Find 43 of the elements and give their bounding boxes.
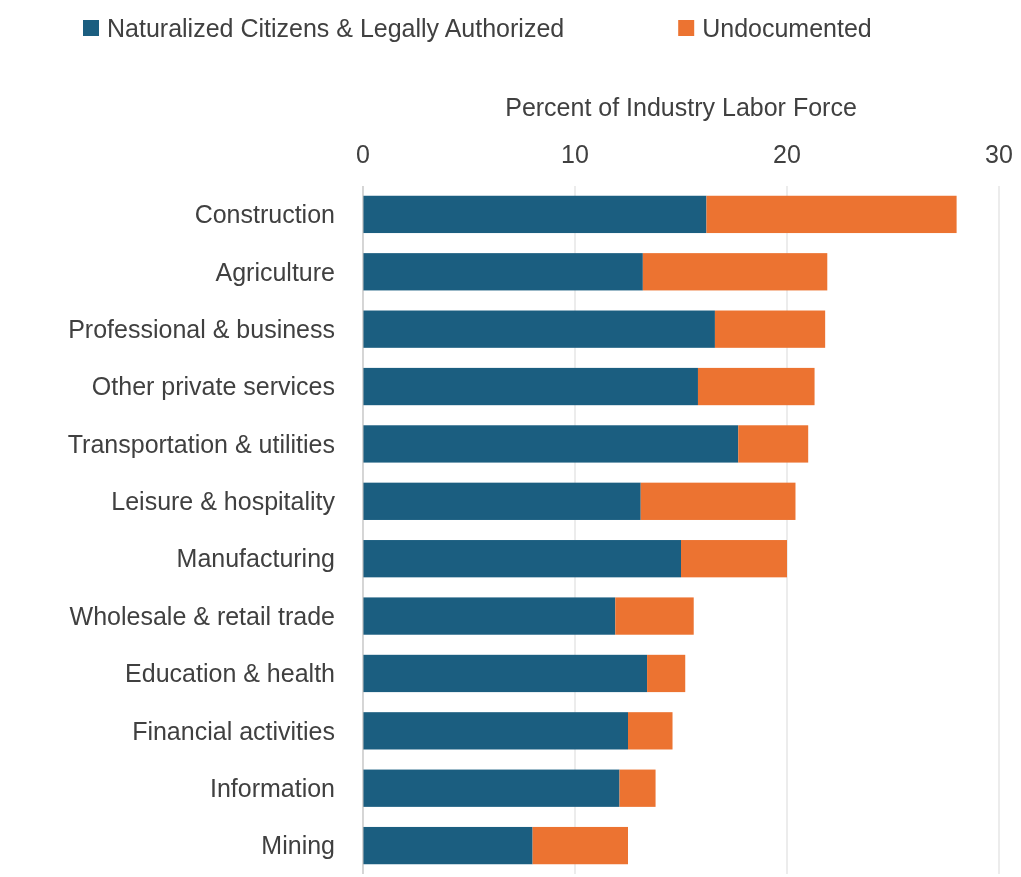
x-tick-label: 20 (773, 140, 801, 168)
x-tick-label: 30 (985, 140, 1013, 168)
y-tick-label: Information (209, 773, 335, 802)
bar (363, 195, 707, 234)
legend-label: Undocumented (702, 13, 872, 42)
y-tick-label: Education & health (125, 659, 335, 688)
x-tick-label: 10 (561, 140, 589, 168)
bar (363, 826, 533, 865)
bar (363, 253, 643, 291)
y-tick-label: Mining (261, 831, 335, 860)
legend-label: Naturalized Citizens & Legally Authorized (107, 13, 565, 42)
bar (706, 195, 957, 234)
bar (363, 367, 698, 406)
bar (363, 482, 641, 520)
y-tick-label: Other private services (91, 372, 335, 401)
x-axis-title: Percent of Industry Labor Force (505, 93, 857, 121)
bar (738, 425, 809, 463)
y-tick-label: Leisure & hospitality (111, 487, 336, 516)
bar (363, 712, 628, 750)
bar (640, 482, 796, 520)
bar (681, 540, 787, 578)
bar (363, 310, 715, 348)
y-tick-label: Agriculture (215, 257, 335, 286)
bar (363, 540, 681, 578)
bar (363, 654, 648, 693)
bar (628, 712, 673, 750)
bar (363, 597, 616, 635)
bar (642, 253, 828, 291)
y-tick-label: Professional & business (68, 314, 335, 343)
bar (363, 425, 739, 463)
bar (619, 769, 656, 807)
bar (532, 826, 628, 865)
y-tick-label: Wholesale & retail trade (69, 601, 335, 630)
y-tick-label: Manufacturing (176, 544, 335, 573)
x-tick-label: 0 (356, 140, 370, 168)
bar (697, 367, 815, 406)
bar (363, 769, 620, 807)
y-tick-label: Construction (194, 200, 335, 229)
y-tick-label: Transportation & utilities (67, 429, 335, 458)
y-tick-label: Financial activities (132, 716, 335, 745)
bar (615, 597, 694, 635)
bar (647, 654, 686, 693)
bar (714, 310, 826, 348)
